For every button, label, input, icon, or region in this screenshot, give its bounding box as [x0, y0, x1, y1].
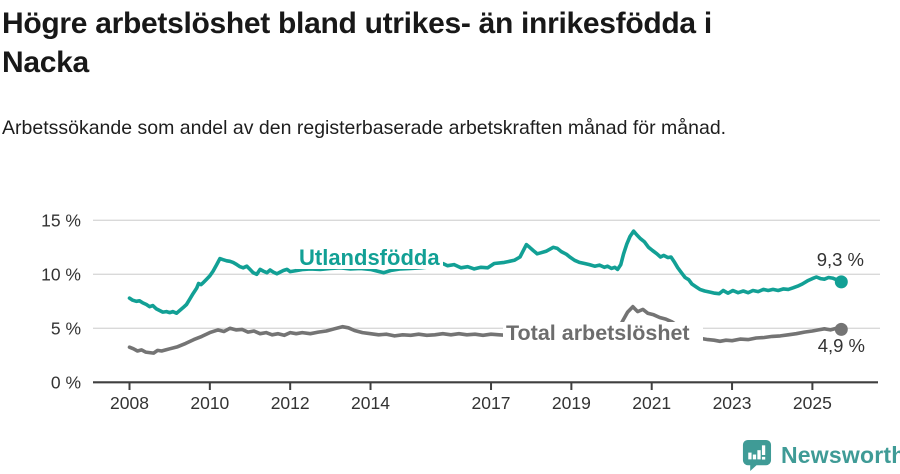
gridlines: [93, 219, 880, 329]
page-title: Högre arbetslöshet bland utrikes- än inr…: [2, 4, 822, 82]
utlandsfodda-end-dot: [834, 275, 848, 289]
utlandsfodda-label-bg: [296, 245, 443, 269]
y-tick-label: 10 %: [41, 265, 81, 285]
brand-name: Newsworthy: [781, 442, 900, 468]
y-tick-label: 5 %: [51, 319, 81, 339]
x-tick-label: 2012: [271, 393, 310, 413]
y-axis-labels: 0 % 5 % 10 % 15 %: [41, 211, 81, 393]
total-arbetsloshet-end-value: 4,9 %: [818, 335, 865, 356]
newsworthy-brand-link[interactable]: Newsworthy: [741, 439, 900, 472]
x-tick-label: 2017: [472, 393, 511, 413]
utlandsfodda-end-value: 9,3 %: [817, 249, 864, 270]
x-tick-label: 2008: [110, 393, 149, 413]
utlandsfodda-line: [127, 229, 844, 316]
total-arbetsloshet-label-bg: [503, 322, 703, 344]
title-line-2: Nacka: [2, 46, 89, 79]
x-axis-ticks: 2008 2010 2012 2014 2017 2019 2021 2023 2025: [110, 382, 832, 413]
x-tick-label: 2010: [190, 393, 229, 413]
title-line-1: Högre arbetslöshet bland utrikes- än inr…: [2, 7, 712, 40]
bar-chart-speech-bubble-icon: [742, 440, 772, 471]
x-tick-label: 2014: [351, 393, 390, 413]
total-arbetsloshet-end-dot: [834, 322, 848, 336]
utlandsfodda-series-label: Utlandsfödda: [299, 245, 440, 270]
x-tick-label: 2019: [552, 393, 591, 413]
x-tick-label: 2025: [793, 393, 832, 413]
x-tick-label: 2023: [713, 393, 752, 413]
chart-subtitle: Arbetssökande som andel av den registerb…: [2, 117, 727, 139]
total-arbetsloshet-line: [127, 304, 844, 355]
total-arbetsloshet-series-label: Total arbetslöshet: [506, 321, 690, 345]
x-tick-label: 2021: [632, 393, 671, 413]
y-tick-label: 15 %: [41, 211, 81, 231]
y-tick-label: 0 %: [51, 373, 81, 393]
